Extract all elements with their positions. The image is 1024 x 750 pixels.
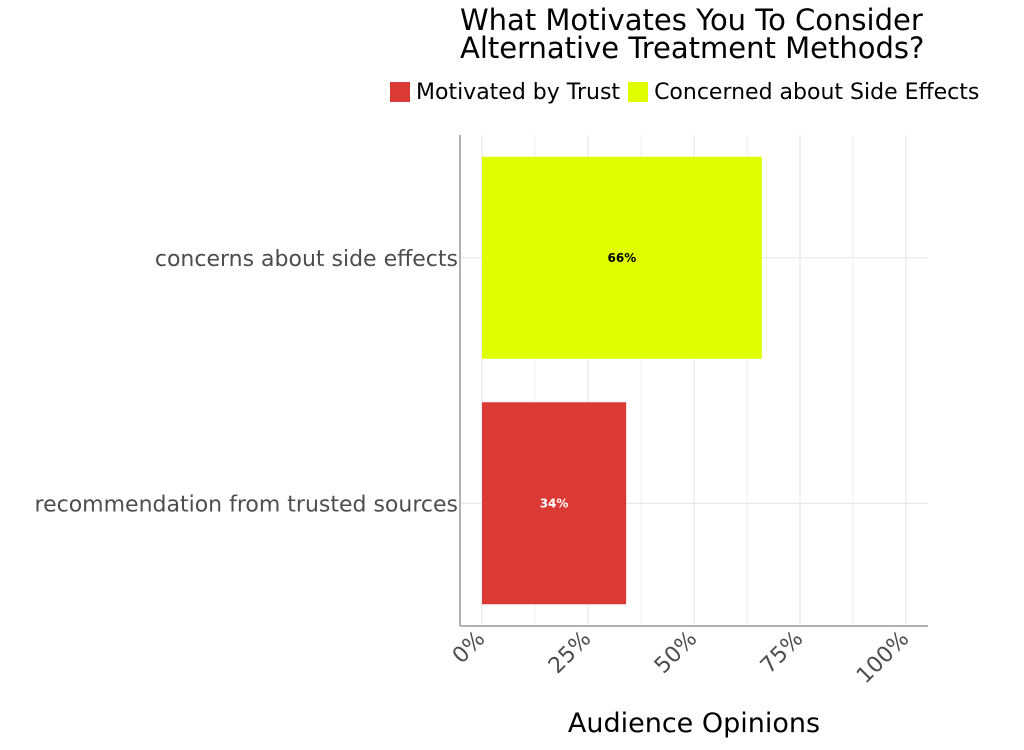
x-tick-label: 0%: [448, 627, 490, 669]
x-tick-label: 75%: [756, 627, 808, 679]
bar-concerns-about-side-effects: [482, 156, 762, 359]
data-label: 34%: [540, 496, 569, 510]
bar-recommendation-from-trusted-sources: [482, 402, 627, 605]
chart-title-line-1: What Motivates You To Consider: [460, 3, 923, 37]
data-label: 66%: [608, 251, 637, 265]
x-tick-label: 50%: [650, 627, 702, 679]
legend-label-side-effects: Concerned about Side Effects: [654, 79, 980, 105]
x-tick-label: 25%: [544, 627, 596, 679]
legend: Motivated by Trust Concerned about Side …: [390, 78, 987, 106]
legend-label-trust: Motivated by Trust: [416, 79, 621, 105]
chart-title: What Motivates You To Consider Alternati…: [460, 3, 1020, 65]
x-axis-label: Audience Opinions: [567, 708, 821, 739]
legend-item-trust: Motivated by Trust: [390, 80, 620, 105]
legend-item-side-effects: Concerned about Side Effects: [628, 80, 979, 105]
chart-title-line-2: Alternative Treatment Methods?: [460, 31, 925, 65]
legend-swatch-side-effects: [628, 82, 649, 102]
y-tick-label: recommendation from trusted sources: [35, 492, 458, 517]
legend-swatch-trust: [390, 82, 410, 102]
x-tick-label: 100%: [852, 627, 914, 689]
y-tick-label: concerns about side effects: [155, 247, 458, 272]
